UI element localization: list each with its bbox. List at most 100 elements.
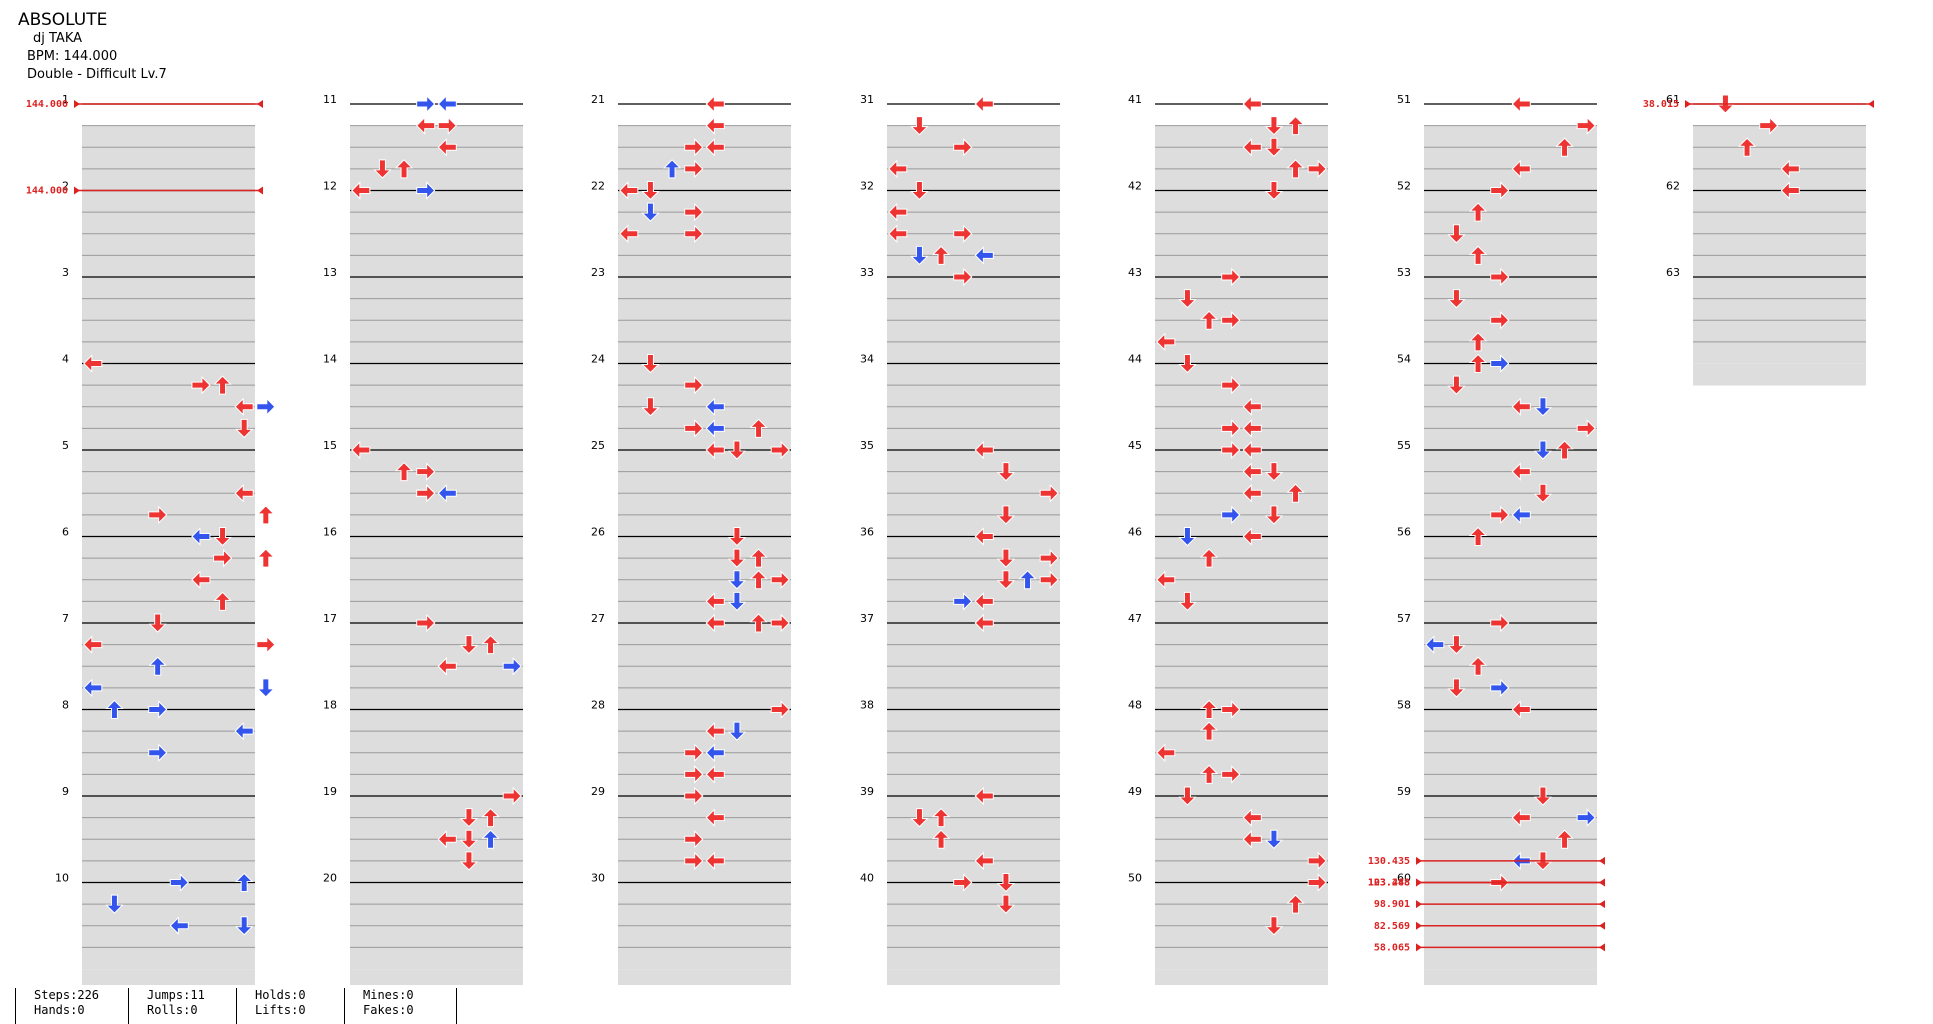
beat-shade xyxy=(618,601,791,624)
arrow-left xyxy=(1242,830,1262,849)
beat-shade xyxy=(618,623,791,645)
arrow-left xyxy=(705,419,725,438)
arrow-right xyxy=(684,851,704,871)
arrow-down xyxy=(1264,916,1284,936)
beat-shade xyxy=(1424,147,1597,170)
beat-shade xyxy=(618,969,791,985)
beat-shade xyxy=(1155,645,1328,667)
measure-number: 19 xyxy=(323,785,337,798)
beat-shade xyxy=(82,536,255,559)
arrow-down xyxy=(727,548,747,568)
beat-shade xyxy=(1155,969,1328,985)
stat-fakes: Fakes:0 xyxy=(363,1003,414,1017)
measure-number: 58 xyxy=(1397,699,1411,712)
stat-holds-lifts: Holds:0 Lifts:0 xyxy=(236,988,306,1024)
arrow-down xyxy=(1264,181,1284,201)
beat-shade xyxy=(618,277,791,299)
arrow-down xyxy=(234,418,254,439)
arrow-down xyxy=(1264,116,1284,136)
beat-shade xyxy=(350,450,523,472)
measure-number: 9 xyxy=(62,785,69,798)
arrow-left xyxy=(705,808,725,827)
beat-shade xyxy=(1155,839,1328,862)
beat-shade xyxy=(618,818,791,840)
arrow-left xyxy=(1511,397,1531,416)
arrow-right xyxy=(1490,354,1510,373)
beat-shade xyxy=(1155,450,1328,472)
arrow-up xyxy=(1199,548,1219,568)
beat-shade xyxy=(82,190,255,213)
arrow-left xyxy=(1242,94,1262,114)
arrow-left xyxy=(1242,440,1262,460)
beat-shade xyxy=(1155,731,1328,754)
arrow-down xyxy=(373,159,392,179)
beat-shade xyxy=(82,709,255,732)
measure-number: 1 xyxy=(62,93,69,106)
arrow-up xyxy=(256,505,276,525)
beat-shade xyxy=(1424,774,1597,797)
beat-shade xyxy=(350,839,523,862)
stat-steps: Steps:226 xyxy=(34,988,100,1002)
beat-shade xyxy=(887,169,1060,191)
beat-shade xyxy=(350,774,523,797)
beat-shade xyxy=(1155,882,1328,905)
arrow-right xyxy=(684,224,704,243)
measure-number: 11 xyxy=(323,93,337,106)
beat-shade xyxy=(1155,169,1328,191)
beat-shade xyxy=(1693,363,1866,386)
beat-shade xyxy=(350,580,523,602)
beat-shade xyxy=(82,493,255,516)
arrow-down xyxy=(996,505,1016,525)
arrow-right xyxy=(770,440,790,460)
beat-shade xyxy=(82,580,255,602)
arrow-left xyxy=(1511,505,1531,525)
bpm-label: 144.000 xyxy=(26,186,68,197)
beat-shade xyxy=(1155,688,1328,710)
arrow-up xyxy=(749,418,768,438)
beat-shade xyxy=(1424,212,1597,235)
arrow-down xyxy=(1447,635,1466,655)
beat-shade xyxy=(618,904,791,927)
bpm-marker-left xyxy=(74,186,80,195)
beat-shade xyxy=(618,926,791,948)
beat-shade xyxy=(82,882,255,905)
arrow-down xyxy=(1447,289,1466,309)
measure-number: 3 xyxy=(62,266,69,279)
beat-shade xyxy=(1424,731,1597,754)
arrow-right xyxy=(770,700,790,719)
beat-shade xyxy=(1693,190,1866,213)
arrow-down xyxy=(910,181,929,201)
arrow-down xyxy=(727,721,747,741)
measure-number: 4 xyxy=(62,353,69,366)
bpm-label: 103.448 xyxy=(1368,878,1410,889)
beat-shade xyxy=(350,126,523,148)
beat-shade xyxy=(1155,428,1328,451)
bpm-marker-right xyxy=(1599,878,1605,887)
beat-shade xyxy=(887,969,1060,985)
beat-shade xyxy=(1424,407,1597,429)
arrow-left xyxy=(705,94,725,114)
beat-shade xyxy=(1424,277,1597,299)
arrow-right xyxy=(416,181,436,200)
beat-shade xyxy=(82,753,255,775)
arrow-right xyxy=(684,765,704,784)
arrow-left xyxy=(619,224,639,243)
beat-shade xyxy=(1424,947,1597,970)
arrow-right xyxy=(684,159,704,179)
measure-number: 12 xyxy=(323,180,337,193)
measure-number: 57 xyxy=(1397,612,1411,625)
beat-shade xyxy=(1424,493,1597,516)
beat-shade xyxy=(1424,796,1597,818)
measure-number: 15 xyxy=(323,439,337,452)
arrow-down xyxy=(459,851,479,871)
arrow-up xyxy=(394,461,414,482)
beat-shade xyxy=(82,839,255,862)
measure-number: 8 xyxy=(62,699,69,712)
beat-shade xyxy=(1424,688,1597,710)
bpm-marker-left xyxy=(1685,100,1691,108)
beat-shade xyxy=(1424,536,1597,559)
arrow-left xyxy=(1242,462,1262,481)
measure-number: 35 xyxy=(860,439,874,452)
arrow-left xyxy=(1511,462,1531,481)
arrow-left xyxy=(974,613,994,633)
